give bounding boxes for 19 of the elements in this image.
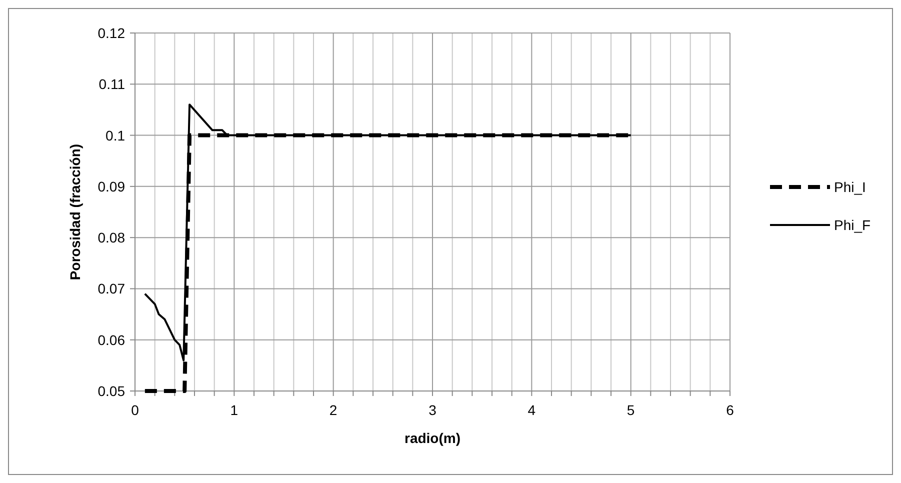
x-tick-label: 0 <box>131 402 140 418</box>
x-tick-label: 1 <box>230 402 238 418</box>
y-tick-label: 0.07 <box>98 280 126 297</box>
y-tick-label: 0.08 <box>98 230 126 246</box>
x-tick-label: 2 <box>329 402 338 418</box>
x-tick-label: 6 <box>726 402 734 418</box>
x-tick-label: 3 <box>428 402 437 418</box>
y-tick-label: 0.12 <box>98 25 126 41</box>
legend-label: Phi_F <box>834 217 871 233</box>
y-tick-label: 0.09 <box>98 178 126 194</box>
y-tick-label: 0.1 <box>106 127 126 144</box>
y-axis-title: Porosidad (fracción) <box>67 144 83 280</box>
y-tick-label: 0.05 <box>98 383 126 399</box>
x-tick-label: 4 <box>528 402 536 418</box>
y-tick-label: 0.06 <box>98 332 126 348</box>
y-tick-label: 0.11 <box>98 76 126 92</box>
x-axis-title: radio(m) <box>404 430 460 446</box>
x-tick-label: 5 <box>626 402 635 418</box>
legend-label: Phi_I <box>834 179 866 195</box>
